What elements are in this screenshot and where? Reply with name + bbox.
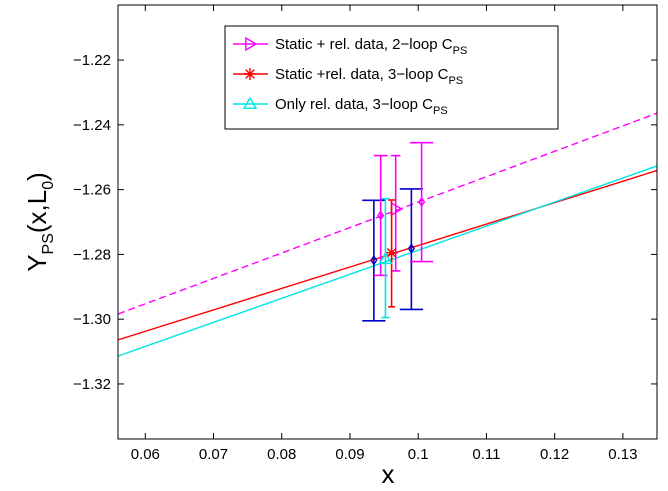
x-axis-title: x [382,459,395,489]
y-axis-title: YPS(x,L0) [22,172,57,272]
fit-line-1 [118,112,657,315]
x-tick-label: 0.11 [472,446,500,463]
plot-frame [117,4,658,440]
marker-shape [378,251,393,265]
legend-marker [244,68,256,80]
x-tick-label: 0.07 [199,446,228,463]
legend-marker [245,36,258,52]
marker [378,251,393,265]
legend-marker-shape [242,96,258,109]
data-point-7 [378,197,393,319]
legend-marker-shape [245,36,258,52]
legend-box [224,25,559,130]
legend-item-3: Only rel. data, 3−loop CPS [233,96,448,117]
marker-shape [407,243,416,254]
marker-shape [370,254,378,266]
legend-item-2: Static +rel. data, 3−loop CPS [233,66,463,87]
y-tick-label: −1.32 [73,376,111,393]
marker [385,246,398,259]
marker [417,196,426,208]
x-tick-label: 0.13 [608,446,637,463]
y-tick-label: −1.28 [73,246,111,263]
y-tick-label: −1.24 [73,117,111,134]
marker [377,210,385,221]
y-tick-label: −1.30 [73,311,111,328]
marker-shape [417,196,426,208]
marker [370,254,378,266]
data-point-1 [362,199,386,322]
x-tick-label: 0.08 [267,446,296,463]
marker-shape [385,246,398,259]
x-tick-label: 0.1 [408,446,429,463]
y-tick-label: −1.26 [73,182,111,199]
legend-marker [242,96,258,109]
x-tick-label: 0.09 [335,446,364,463]
marker-shape [377,210,385,221]
x-tick-label: 0.12 [540,446,569,463]
y-tick-label: −1.22 [73,52,111,69]
legend-label: Only rel. data, 3−loop CPS [275,96,448,117]
fit-line-2 [118,169,657,341]
data-point-2 [399,188,423,311]
legend: Static + rel. data, 2−loop CPS Static +re… [224,25,559,130]
data-point-6 [385,199,398,308]
legend-label: Static +rel. data, 3−loop CPS [275,66,463,87]
legend-item-1: Static + rel. data, 2−loop CPS [233,36,467,57]
x-tick-label: 0.06 [131,446,160,463]
fit-line-3 [118,165,657,357]
data-point-4 [410,141,434,263]
legend-marker-shape [244,68,256,80]
marker [407,243,416,254]
legend-label: Static + rel. data, 2−loop CPS [275,36,467,57]
